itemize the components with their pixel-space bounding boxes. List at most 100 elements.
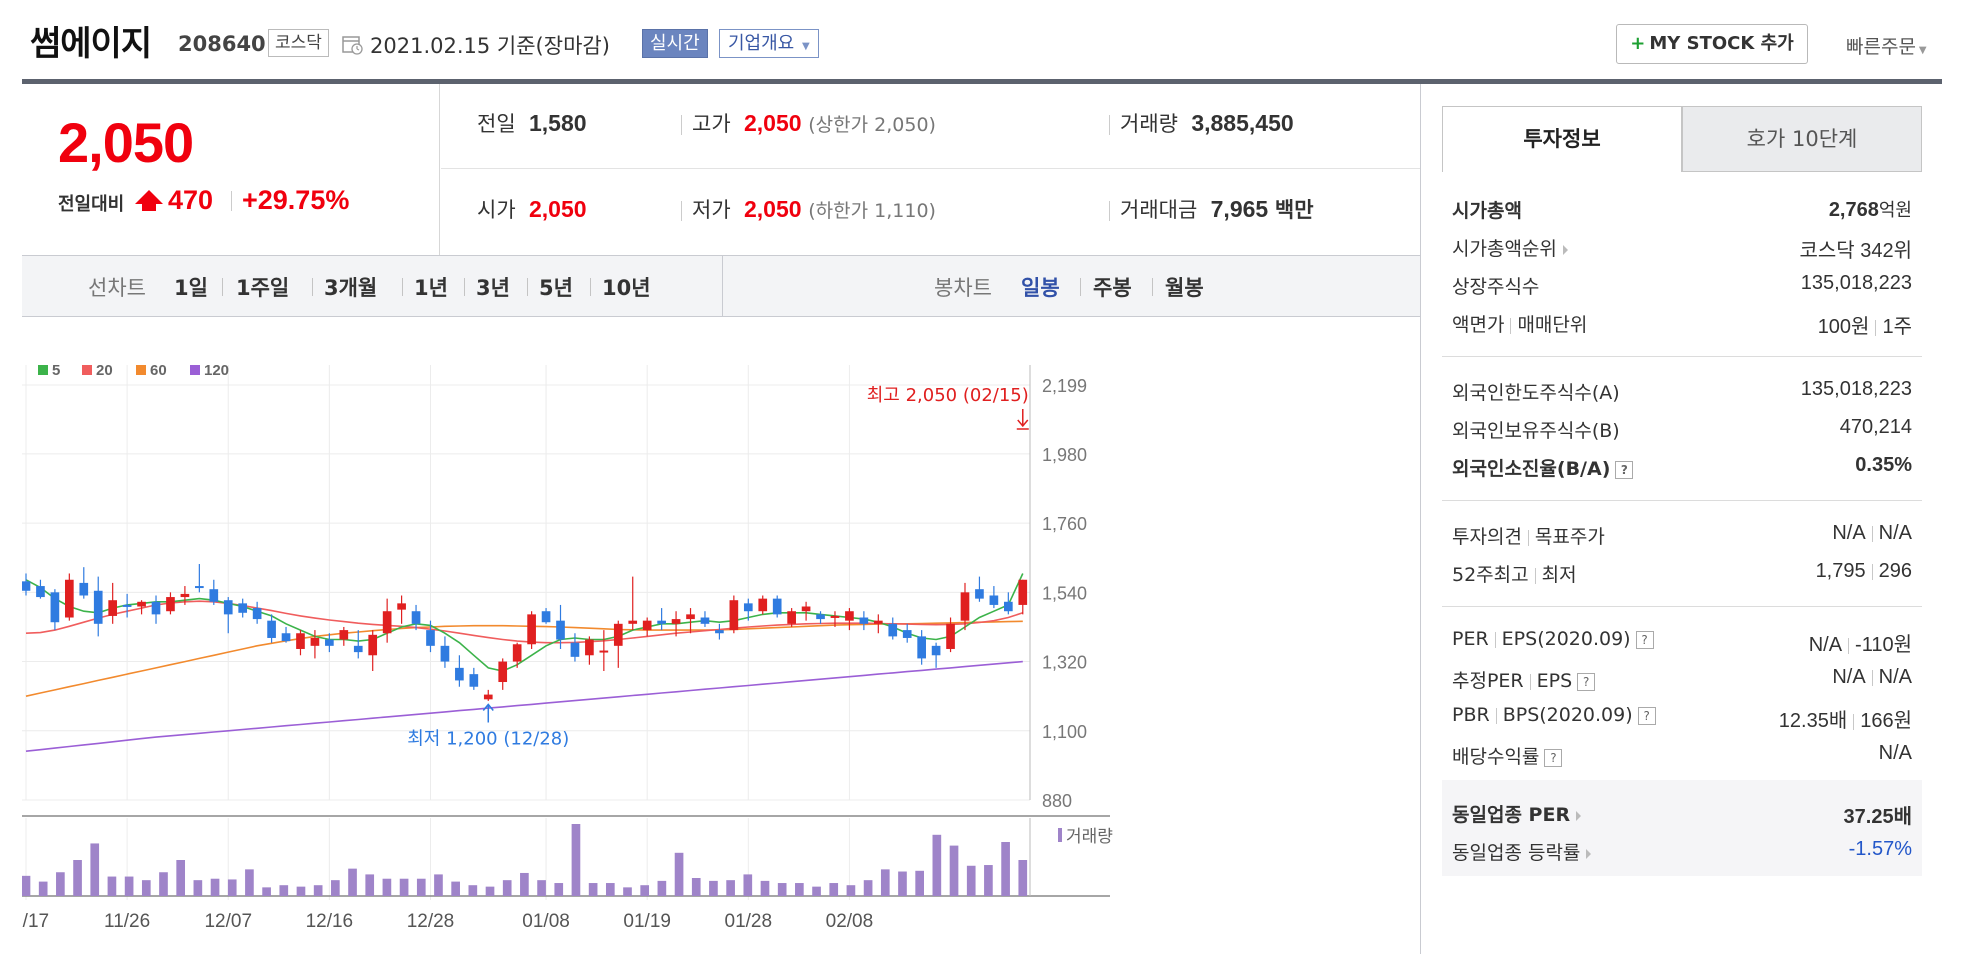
candle-monthly[interactable]: 월봉 — [1165, 276, 1204, 300]
help-icon[interactable]: ? — [1577, 672, 1596, 691]
line-chart-label: 선차트 — [88, 276, 146, 300]
x-tick-label: 12/16 — [306, 911, 354, 932]
tab-order-book[interactable]: 호가 10단계 — [1682, 106, 1922, 172]
x-tick-label: 12/28 — [407, 911, 455, 932]
change-separator — [231, 191, 232, 211]
stock-chart[interactable]: 2,199 1,980 1,760 1,540 1,320 1,100 880 11/17 11… — [3, 330, 1422, 954]
stock-code: 208640 — [178, 32, 266, 56]
ma-5-line — [25, 573, 1024, 672]
listed-shares-value: 135,018,223 — [1800, 272, 1912, 294]
volume-bar — [674, 852, 684, 896]
volume-bar — [795, 883, 804, 896]
period-1w[interactable]: 1주일 — [236, 276, 290, 300]
help-icon[interactable]: ? — [1615, 460, 1634, 479]
volume-bar — [743, 874, 753, 896]
listed-shares-row: 상장주식수 135,018,223 — [1452, 270, 1912, 300]
dividend-value: N/A — [1878, 742, 1912, 764]
candle-body — [743, 603, 753, 612]
candle-body — [816, 614, 825, 620]
candle-body — [888, 623, 898, 637]
period-3y[interactable]: 3년 — [476, 276, 510, 300]
trade-unit-value: 1주 — [1882, 316, 1912, 338]
sector-rate-value: -1.57% — [1848, 838, 1912, 860]
quick-order-dropdown[interactable]: 빠른주문 ▼ — [1846, 32, 1927, 59]
volume-bar — [709, 880, 718, 896]
w52-high-value: 1,795 — [1815, 560, 1866, 582]
legend-label: 20 — [96, 362, 113, 379]
volume-bar — [537, 880, 546, 896]
eps-value: -110원 — [1855, 634, 1912, 656]
open-price: 시가 2,050 — [477, 194, 587, 224]
quick-order-label: 빠른주문 — [1846, 36, 1916, 58]
volume-bar — [279, 885, 289, 896]
low-arrow-icon — [482, 703, 494, 723]
legend-swatch — [136, 365, 146, 375]
corp-overview-dropdown[interactable]: 기업개요 ▼ — [719, 29, 819, 58]
foreign-hold-row: 외국인보유주식수(B) 470,214 — [1452, 414, 1912, 444]
candle-body — [368, 634, 378, 656]
upper-limit-note: (상한가 2,050) — [808, 114, 936, 136]
candle-body — [729, 600, 739, 631]
candle-body — [541, 611, 551, 623]
corp-overview-label: 기업개요 — [728, 33, 795, 54]
help-icon[interactable]: ? — [1544, 748, 1563, 767]
legend-label: 120 — [204, 362, 229, 379]
volume-bar — [313, 885, 323, 896]
base-date: 2021.02.15 기준(장마감) — [370, 34, 610, 58]
sector-rate-row[interactable]: 동일업종 등락률 -1.57% — [1452, 836, 1912, 866]
prev-close-label: 전일 — [477, 112, 516, 136]
volume-bar — [846, 885, 856, 896]
y-tick-label: 2,199 — [1042, 376, 1087, 396]
est-eps-label: EPS — [1536, 670, 1573, 692]
right-panel-divider — [1420, 84, 1421, 954]
period-1d[interactable]: 1일 — [174, 276, 208, 300]
legend-swatch — [190, 365, 200, 375]
legend-swatch — [82, 365, 92, 375]
volume-bar — [56, 872, 65, 896]
volume-bar — [812, 886, 821, 896]
volume: 거래량 3,885,450 — [1109, 108, 1294, 138]
period-3m[interactable]: 3개월 — [324, 276, 378, 300]
market-cap-rank-label: 시가총액순위 — [1452, 238, 1557, 260]
candle-body — [310, 637, 320, 646]
w52-high-label: 52주최고 — [1452, 564, 1529, 586]
candle-weekly[interactable]: 주봉 — [1093, 276, 1132, 300]
market-badge: 코스닥 — [268, 29, 329, 57]
candle-body — [585, 639, 594, 656]
realtime-button[interactable]: 실시간 — [642, 29, 708, 58]
high-label: 고가 — [692, 112, 731, 136]
tab-invest-info[interactable]: 투자정보 — [1442, 106, 1682, 172]
market-cap-rank-row[interactable]: 시가총액순위 코스닥 342위 — [1452, 232, 1912, 262]
w52-low-label: 최저 — [1541, 564, 1577, 586]
price-summary: 전일 1,580 고가 2,050 (상한가 2,050) 거래량 3,885,… — [441, 84, 1421, 255]
help-icon[interactable]: ? — [1637, 706, 1656, 725]
face-value: 100원 — [1817, 316, 1870, 338]
chevron-right-icon — [1586, 848, 1592, 859]
pbr-value: 12.35배 — [1778, 710, 1848, 732]
candle-body — [628, 620, 638, 624]
candle-body — [830, 615, 840, 618]
candle-body — [975, 589, 984, 599]
volume-bar — [554, 883, 564, 896]
target-label: 목표주가 — [1534, 526, 1605, 548]
per-value: N/A — [1808, 634, 1843, 656]
volume-bar — [760, 880, 770, 896]
period-1y[interactable]: 1년 — [414, 276, 448, 300]
volume-bar — [434, 874, 443, 896]
period-10y[interactable]: 10년 — [602, 276, 651, 300]
volume-bar — [38, 881, 48, 896]
add-my-stock-label: MY STOCK 추가 — [1649, 33, 1794, 54]
period-5y[interactable]: 5년 — [539, 276, 573, 300]
sector-per-row[interactable]: 동일업종 PER 37.25배 — [1452, 798, 1912, 828]
candle-body — [859, 617, 869, 624]
add-my-stock-button[interactable]: + MY STOCK 추가 — [1616, 24, 1808, 64]
volume-bar — [520, 872, 529, 896]
pbr-label: PBR — [1452, 704, 1490, 726]
candle-body — [209, 589, 219, 602]
y-tick-label: 1,540 — [1042, 583, 1087, 603]
candle-daily[interactable]: 일봉 — [1021, 276, 1060, 300]
candle-body — [917, 636, 926, 659]
help-icon[interactable]: ? — [1635, 630, 1654, 649]
volume-bar — [416, 878, 426, 896]
candle-body — [527, 614, 536, 645]
